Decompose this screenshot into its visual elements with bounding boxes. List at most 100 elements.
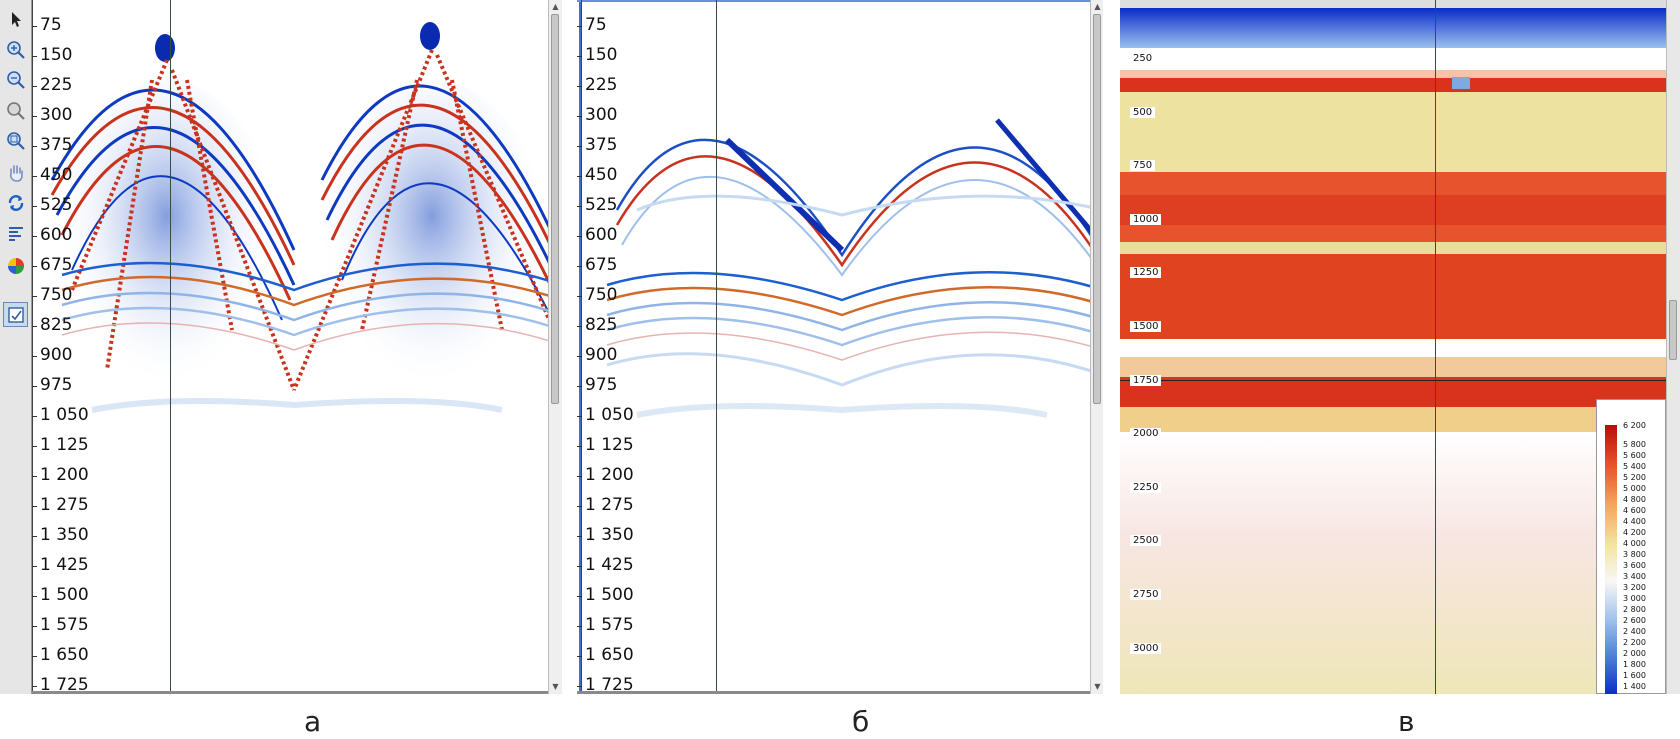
depth-tick (577, 656, 582, 657)
pan-hand-icon (9, 164, 23, 182)
depth-tick (32, 86, 37, 87)
zoom-out-button[interactable] (3, 67, 28, 92)
legend-value-label: 4 200 (1623, 528, 1646, 537)
depth-tick-label: 450 (40, 165, 73, 185)
depth-tick-label: 600 (585, 225, 618, 245)
zoom-fit-button[interactable] (3, 98, 28, 123)
depth-tick-label: 1 350 (585, 525, 634, 545)
palette-icon (7, 257, 24, 274)
depth-tick (577, 206, 582, 207)
depth-tick-label: 1 275 (40, 495, 89, 515)
velocity-depth-label: 2500 (1130, 535, 1162, 547)
depth-axis-b: 75 150 225 300 375 450 525 600 675 750 825 900 975 1 … (577, 0, 647, 694)
scroll-up-arrow[interactable]: ▲ (1094, 2, 1101, 11)
scroll-thumb[interactable] (1093, 14, 1101, 404)
export-button[interactable] (3, 302, 28, 327)
zoom-in-icon (6, 40, 25, 59)
depth-tick (32, 476, 37, 477)
depth-tick-label: 900 (585, 345, 618, 365)
depth-tick-label: 75 (585, 15, 607, 35)
depth-tick-label: 225 (585, 75, 618, 95)
depth-tick-label: 600 (40, 225, 73, 245)
align-button[interactable] (3, 221, 28, 246)
depth-tick-label: 900 (40, 345, 73, 365)
velocity-depth-label: 2750 (1130, 589, 1162, 600)
scroll-down-arrow[interactable]: ▼ (1094, 682, 1101, 691)
depth-tick (577, 446, 582, 447)
velocity-depth-label: 2250 (1130, 481, 1162, 493)
crosshair-vertical (716, 0, 717, 694)
zoom-area-button[interactable] (3, 128, 28, 153)
depth-tick (32, 356, 37, 357)
depth-tick (577, 626, 582, 627)
depth-tick (32, 656, 37, 657)
depth-tick-label: 975 (585, 375, 618, 395)
vertical-scrollbar-b[interactable]: ▲ ▼ (1090, 0, 1103, 694)
scroll-thumb[interactable] (551, 14, 559, 404)
scroll-down-arrow[interactable]: ▼ (552, 682, 559, 691)
palette-button[interactable] (3, 253, 28, 278)
depth-tick (32, 26, 37, 27)
legend-value-label: 5 200 (1623, 473, 1646, 482)
horizontal-ruler (1120, 0, 1680, 8)
seismic-panel-b[interactable]: 75 150 225 300 375 450 525 600 675 750 825 900 975 1 … (577, 0, 1103, 694)
depth-tick (577, 686, 582, 687)
view-toolbar (0, 0, 32, 694)
pointer-icon (11, 11, 21, 27)
legend-value-label: 5 400 (1623, 462, 1646, 471)
depth-axis-line (32, 0, 33, 694)
depth-tick (32, 266, 37, 267)
depth-tick (32, 566, 37, 567)
seismic-image-a (32, 0, 562, 694)
depth-tick-label: 525 (40, 195, 73, 215)
depth-tick (32, 116, 37, 117)
depth-tick (577, 116, 582, 117)
depth-tick-label: 750 (40, 285, 73, 305)
velocity-depth-label: 2000 (1130, 428, 1162, 440)
caption-v: в (1398, 705, 1415, 738)
depth-tick (32, 296, 37, 297)
legend-value-label: 3 000 (1623, 594, 1646, 603)
seismic-panel-a[interactable]: 75 150 225 300 375 450 525 600 675 750 825 900 975 1 … (32, 0, 562, 694)
depth-tick-label: 750 (585, 285, 618, 305)
depth-tick (32, 326, 37, 327)
scroll-up-arrow[interactable]: ▲ (552, 2, 559, 11)
depth-tick (577, 266, 582, 267)
depth-tick (577, 86, 582, 87)
velocity-model-panel[interactable]: 250 500 750 1000 1250 1500 1750 2000 2250 2500 275… (1120, 0, 1680, 694)
depth-tick (32, 626, 37, 627)
depth-tick-label: 300 (585, 105, 618, 125)
depth-tick (577, 296, 582, 297)
panel-bottom-frame (577, 691, 1097, 694)
depth-tick-label: 1 050 (585, 405, 634, 425)
velocity-depth-label: 1750 (1130, 374, 1162, 386)
align-icon (8, 226, 23, 241)
velocity-image (1120, 0, 1680, 694)
crosshair-vertical (1435, 0, 1436, 694)
legend-value-label: 1 800 (1623, 660, 1646, 669)
depth-tick (32, 506, 37, 507)
export-icon (7, 306, 24, 323)
depth-tick-label: 1 425 (40, 555, 89, 575)
velocity-depth-label: 500 (1130, 106, 1156, 118)
zoom-out-icon (6, 70, 25, 89)
caption-b: б (852, 705, 870, 738)
depth-tick (577, 26, 582, 27)
pan-button[interactable] (3, 160, 28, 185)
depth-tick-label: 1 050 (40, 405, 89, 425)
depth-tick-label: 375 (40, 135, 73, 155)
zoom-in-button[interactable] (3, 37, 28, 62)
depth-tick-label: 675 (585, 255, 618, 275)
depth-tick (577, 236, 582, 237)
depth-tick (32, 56, 37, 57)
depth-tick-label: 150 (40, 45, 73, 65)
depth-tick (32, 686, 37, 687)
scroll-thumb[interactable] (1669, 300, 1677, 360)
vertical-scrollbar-v[interactable] (1666, 0, 1680, 694)
refresh-button[interactable] (3, 190, 28, 215)
legend-value-label: 2 000 (1623, 649, 1646, 658)
vertical-scrollbar-a[interactable]: ▲ ▼ (548, 0, 562, 694)
pointer-tool-button[interactable] (3, 6, 28, 31)
depth-axis-line (581, 0, 582, 694)
velocity-depth-label: 1000 (1130, 213, 1162, 225)
